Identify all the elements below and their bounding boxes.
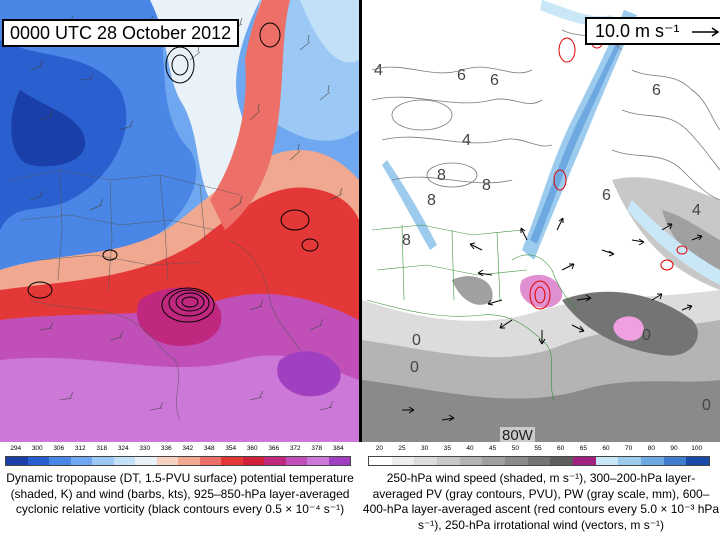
colorbar-tick-label: 65 — [579, 445, 587, 452]
colorbar-swatch — [573, 457, 596, 465]
colorbar-swatch — [482, 457, 506, 465]
colorbar-tick-label: 348 — [203, 445, 215, 452]
vector-scale-text: 10.0 m s⁻¹ — [595, 21, 680, 41]
colorbar-tick-label: 336 — [160, 445, 172, 452]
colorbar-tick-label: 40 — [466, 445, 474, 452]
right-colorbar — [368, 456, 710, 466]
left-colorbar-ticks: 294 300 306 312 318 324 330 336 342 348 354 360 366 3… — [5, 445, 349, 455]
colorbar-tick-label: 70 — [625, 445, 633, 452]
colorbar-swatch — [49, 457, 71, 465]
right-caption: 250-hPa wind speed (shaded, m s⁻¹), 300–… — [362, 471, 720, 532]
colorbar-tick-label: 360 — [246, 445, 258, 452]
colorbar-swatch — [328, 457, 350, 465]
dynamic-tropopause-field — [0, 0, 359, 442]
jet-pv-pw-field: 4 6 4 6 6 8 8 8 8 6 4 0 0 0 0 — [362, 0, 720, 442]
pv-label: 0 — [410, 359, 419, 376]
colorbar-tick-label: 294 — [10, 445, 22, 452]
pv-label: 6 — [490, 72, 499, 89]
pv-label: 0 — [412, 332, 421, 349]
dynamic-tropopause-map — [0, 0, 359, 442]
colorbar-tick-label: 35 — [443, 445, 451, 452]
colorbar-swatch — [221, 457, 243, 465]
left-colorbar — [5, 456, 351, 466]
colorbar-swatch — [285, 457, 307, 465]
colorbar-tick-label: 20 — [375, 445, 383, 452]
right-colorbar-ticks: 20 25 30 35 40 45 50 55 60 65 60 70 80 90 100 — [368, 445, 708, 455]
colorbar-swatch — [618, 457, 642, 465]
pv-label: 8 — [402, 232, 411, 249]
colorbar-tick-label: 55 — [534, 445, 542, 452]
pv-label: 8 — [427, 192, 436, 209]
colorbar-swatch — [135, 457, 157, 465]
vector-scale-label: 10.0 m s⁻¹ — [585, 17, 720, 45]
colorbar-swatch — [242, 457, 264, 465]
colorbar-tick-label: 90 — [670, 445, 678, 452]
colorbar-tick-label: 30 — [421, 445, 429, 452]
colorbar-swatch — [686, 457, 710, 465]
pv-label: 0 — [702, 397, 711, 414]
pv-label: 6 — [602, 187, 611, 204]
colorbar-swatch — [264, 457, 286, 465]
colorbar-swatch — [113, 457, 135, 465]
colorbar-swatch — [550, 457, 574, 465]
colorbar-tick-label: 324 — [117, 445, 129, 452]
colorbar-swatch — [70, 457, 92, 465]
pv-label: 0 — [642, 327, 651, 344]
panel-divider — [359, 0, 362, 442]
colorbar-swatch — [437, 457, 460, 465]
pv-label: 4 — [462, 132, 471, 149]
colorbar-tick-label: 80 — [647, 445, 655, 452]
jet-pv-pw-map: 4 6 4 6 6 8 8 8 8 6 4 0 0 0 0 — [362, 0, 720, 442]
colorbar-tick-label: 384 — [332, 445, 344, 452]
colorbar-tick-label: 60 — [602, 445, 610, 452]
colorbar-swatch — [505, 457, 528, 465]
colorbar-swatch — [156, 457, 178, 465]
colorbar-tick-label: 318 — [96, 445, 108, 452]
colorbar-swatch — [369, 457, 392, 465]
colorbar-tick-label: 354 — [225, 445, 237, 452]
colorbar-tick-label: 45 — [489, 445, 497, 452]
colorbar-swatch — [391, 457, 415, 465]
colorbar-swatch — [178, 457, 200, 465]
colorbar-swatch — [199, 457, 221, 465]
colorbar-tick-label: 60 — [557, 445, 565, 452]
left-caption: Dynamic tropopause (DT, 1.5-PVU surface)… — [6, 471, 354, 516]
colorbar-swatch — [663, 457, 687, 465]
pv-label: 4 — [692, 202, 701, 219]
colorbar-swatch — [92, 457, 114, 465]
colorbar-tick-label: 300 — [31, 445, 43, 452]
pv-label: 8 — [437, 167, 446, 184]
pv-label: 4 — [374, 62, 383, 79]
colorbar-swatch — [527, 457, 551, 465]
pv-label: 6 — [457, 67, 466, 84]
colorbar-swatch — [27, 457, 49, 465]
colorbar-tick-label: 330 — [139, 445, 151, 452]
date-label: 0000 UTC 28 October 2012 — [2, 19, 240, 47]
colorbar-tick-label: 366 — [268, 445, 280, 452]
arrow-right-icon — [691, 27, 719, 37]
colorbar-tick-label: 100 — [691, 445, 703, 452]
colorbar-tick-label: 312 — [74, 445, 86, 452]
colorbar-tick-label: 306 — [53, 445, 65, 452]
colorbar-tick-label: 342 — [182, 445, 194, 452]
colorbar-swatch — [459, 457, 483, 465]
colorbar-tick-label: 25 — [398, 445, 406, 452]
colorbar-swatch — [307, 457, 329, 465]
longitude-label: 80W — [500, 427, 535, 444]
colorbar-swatch — [595, 457, 619, 465]
colorbar-swatch — [6, 457, 28, 465]
colorbar-tick-label: 372 — [289, 445, 301, 452]
colorbar-swatch — [414, 457, 438, 465]
colorbar-tick-label: 50 — [511, 445, 519, 452]
colorbar-swatch — [641, 457, 664, 465]
pv-label: 6 — [652, 82, 661, 99]
pv-label: 8 — [482, 177, 491, 194]
colorbar-tick-label: 378 — [311, 445, 323, 452]
